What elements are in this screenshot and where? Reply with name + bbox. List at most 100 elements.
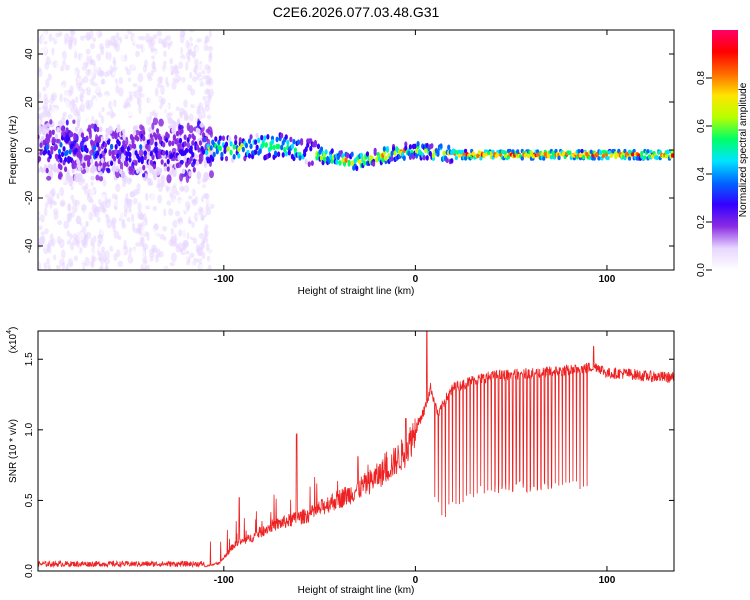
spectrogram-cell: [84, 182, 89, 190]
spectrogram-cell: [38, 156, 42, 162]
spectrogram-cell: [156, 183, 161, 189]
spectrogram-cell: [463, 156, 468, 161]
spectrogram-cell: [192, 76, 198, 83]
spectrogram-cell: [646, 149, 650, 154]
spectrogram-cell: [181, 76, 186, 83]
spectrogram-cell: [542, 156, 546, 161]
spectrogram-cell: [529, 150, 534, 156]
spectrogram-cell: [162, 225, 168, 232]
spectrogram-cell: [96, 141, 100, 148]
spectrogram-cell: [152, 98, 156, 109]
spectrogram-cell: [94, 64, 99, 71]
spectrogram-cell: [140, 113, 145, 119]
spectrogram-cell: [204, 88, 211, 95]
spectrogram-cell: [127, 77, 132, 82]
spectrogram-cell: [61, 59, 67, 67]
colorbar-tick-label: 0.8: [696, 71, 707, 85]
spectrogram-cell: [69, 176, 73, 187]
spectrogram-cell: [244, 142, 249, 149]
spectrogram-cell: [100, 246, 106, 253]
spectrogram-cell: [77, 114, 81, 123]
spectrogram-cell: [557, 155, 561, 161]
spectrogram-cell: [113, 166, 117, 172]
spectrogram-cell: [144, 218, 148, 226]
spectrogram-cell: [119, 55, 126, 62]
spectrogram-cell: [94, 30, 100, 38]
spectrogram-cell: [162, 38, 168, 48]
spectrogram-cell: [306, 142, 310, 148]
spectrogram-cell: [232, 144, 236, 150]
spectrogram-cell: [56, 127, 60, 133]
spectrogram-cell: [188, 133, 192, 140]
spectrogram-cell: [111, 217, 117, 225]
spectrogram-cell: [70, 62, 75, 68]
spectrogram-cell: [74, 147, 78, 154]
spectrogram-cell: [194, 58, 199, 66]
spectrogram-cell: [59, 142, 63, 148]
spectrogram-cell: [56, 235, 62, 245]
spectrogram-cell: [209, 221, 214, 230]
spectrogram-cells: [38, 30, 674, 270]
spectrogram-cell: [130, 250, 136, 259]
spectrogram-cell: [43, 93, 48, 102]
spectrogram-cell: [108, 150, 112, 157]
spectrogram-cell: [60, 151, 65, 158]
spectrogram-cell: [138, 149, 144, 157]
spectrogram-cell: [108, 51, 112, 61]
spectrogram-cell: [151, 122, 155, 131]
spectrogram-cell: [422, 154, 426, 161]
spectrogram-cell: [154, 254, 159, 263]
spectrogram-cell: [62, 131, 66, 138]
spectrogram-cell: [54, 108, 59, 118]
spectrogram-cell: [99, 153, 103, 160]
spectrogram-cell: [63, 220, 70, 230]
spectrogram-cell: [109, 160, 114, 167]
spectrogram-cell: [197, 187, 203, 197]
spectrogram-cell: [80, 132, 85, 138]
spectrogram-cell: [606, 155, 610, 161]
spectrogram-cell: [115, 249, 121, 257]
spectrogram-cell: [114, 143, 118, 150]
spectrogram-cell: [95, 174, 100, 181]
spectrogram-cell: [257, 137, 261, 144]
spectrogram-cell: [167, 42, 171, 50]
spectrogram-cell: [103, 161, 108, 168]
spectrogram-cell: [90, 58, 95, 65]
spectrogram-cell: [121, 31, 128, 38]
spectrogram-cell: [56, 138, 61, 144]
spectrogram-cell: [454, 155, 458, 161]
spectrogram-cell: [516, 149, 520, 154]
spectrogram-cell: [170, 227, 174, 235]
spectrogram-cell: [168, 140, 172, 147]
spectrogram-cell: [38, 186, 45, 192]
spectrogram-cell: [50, 149, 54, 155]
spectrogram-cell: [217, 139, 221, 146]
spectrogram-cell: [156, 61, 161, 66]
spectrogram-cell: [447, 144, 451, 151]
spectrogram-cell: [194, 64, 199, 70]
spectrogram-cell: [166, 158, 170, 165]
spectrogram-cell: [153, 231, 159, 237]
spectrogram-cell: [100, 51, 104, 56]
spectrogram-cell: [201, 107, 205, 114]
spectrogram-cell: [73, 132, 77, 139]
spectrogram-cell: [393, 150, 397, 156]
spectrogram-cell: [272, 144, 276, 151]
spectrogram-cell: [49, 97, 55, 104]
spectrogram-cell: [335, 159, 339, 165]
spectrogram-cell: [100, 70, 105, 77]
spectrogram-cell: [154, 113, 158, 119]
spectrogram-cell: [192, 167, 196, 173]
spectrogram-cell: [554, 148, 558, 154]
spectrogram-cell: [156, 216, 161, 224]
spectrogram-cell: [47, 264, 51, 270]
snr-scale-base: (x10: [8, 333, 19, 353]
spectrogram-cell: [137, 72, 144, 83]
spectrogram-cell: [126, 145, 131, 152]
spectrogram-cell: [198, 63, 203, 73]
spectrogram-cell: [258, 148, 262, 155]
spectrogram-cell: [152, 34, 158, 40]
spectrogram-cell: [125, 68, 132, 76]
spectrogram-x-tick-label: 0: [413, 274, 419, 285]
spectrogram-cell: [199, 35, 205, 45]
